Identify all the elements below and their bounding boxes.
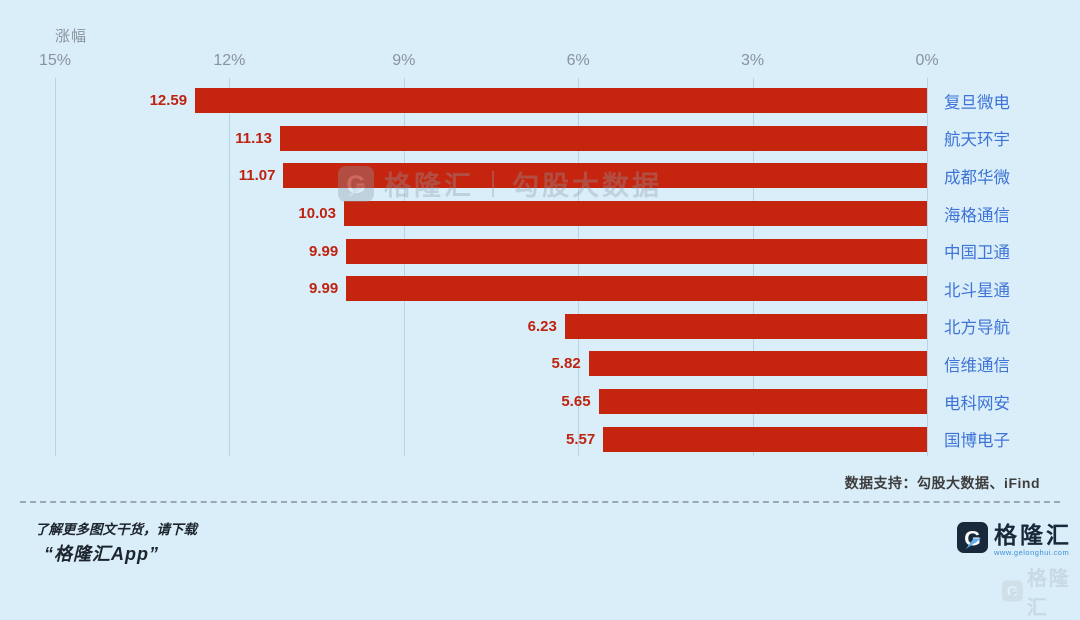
bar — [564, 313, 927, 339]
bar-row: 11.07 成都华微 — [55, 157, 1065, 195]
category-label: 北斗星通 — [944, 281, 1010, 300]
category-label: 成都华微 — [944, 168, 1010, 187]
logo-brand-text: 格隆汇 — [994, 522, 1072, 548]
bar — [346, 276, 927, 302]
bar-row: 5.82 信维通信 — [55, 345, 1065, 383]
axis-title: 涨幅 — [55, 28, 88, 45]
category-label: 海格通信 — [944, 206, 1010, 225]
bar-plot-area: 9.99 — [55, 238, 927, 264]
bar — [346, 238, 927, 264]
gridline — [927, 78, 928, 456]
category-label: 北方导航 — [944, 319, 1010, 338]
bar-rows: 12.59 复旦微电 11.13 航天环宇 11.07 成都华微 10.03 海格通信 9.99… — [55, 82, 1065, 458]
bar-value-label: 11.07 — [238, 167, 276, 185]
gelonghui-g-icon: G — [957, 522, 988, 553]
bar — [588, 351, 927, 377]
bar-row: 6.23 北方导航 — [55, 308, 1065, 346]
bar-plot-area: 6.23 — [55, 313, 927, 339]
bar — [283, 163, 927, 189]
bar-plot-area: 5.82 — [55, 351, 927, 377]
x-axis-tick-label: 6% — [566, 52, 590, 69]
bar-row: 11.13 航天环宇 — [55, 120, 1065, 158]
bar-row: 12.59 复旦微电 — [55, 82, 1065, 120]
bar-value-label: 5.57 — [566, 430, 596, 448]
logo-url-text: www.gelonghui.com — [994, 548, 1070, 557]
x-axis-tick-label: 3% — [741, 52, 765, 69]
bar-row: 10.03 海格通信 — [55, 195, 1065, 233]
category-label: 国博电子 — [944, 432, 1010, 451]
bar-plot-area: 9.99 — [55, 276, 927, 302]
bar-value-label: 9.99 — [309, 280, 339, 298]
x-axis-tick-label: 15% — [38, 52, 72, 69]
category-label: 复旦微电 — [944, 93, 1010, 112]
bar-plot-area: 11.13 — [55, 125, 927, 151]
bar — [279, 125, 927, 151]
category-label: 航天环宇 — [944, 131, 1010, 150]
ghost-brand-text: 格隆汇 — [1026, 568, 1071, 619]
bar-value-label: 6.23 — [527, 317, 557, 335]
dashed-separator — [20, 501, 1060, 503]
bar-plot-area: 5.57 — [55, 426, 927, 452]
bar-value-label: 11.13 — [235, 129, 272, 147]
gridline — [229, 78, 231, 456]
bar-row: 9.99 中国卫通 — [55, 232, 1065, 270]
bar — [603, 426, 927, 452]
bar-value-label: 10.03 — [298, 205, 336, 223]
gelonghui-g-ghost-icon: G — [1002, 580, 1023, 602]
bar-row: 5.57 国博电子 — [55, 420, 1065, 458]
category-label: 中国卫通 — [944, 244, 1010, 263]
bar-plot-area: 5.65 — [55, 389, 927, 415]
x-axis-ticks: 15% 12% 9% 6% 3% 0% — [39, 52, 939, 72]
bar-row: 5.65 电科网安 — [55, 383, 1065, 421]
bar — [195, 88, 927, 114]
footer-promo-line2: “格隆汇App” — [44, 544, 159, 564]
bar-value-label: 9.99 — [309, 242, 339, 260]
gridline — [578, 78, 580, 456]
bar-value-label: 12.59 — [149, 92, 188, 110]
gelonghui-logo: G 格隆汇 www.gelonghui.com — [957, 522, 1072, 557]
category-label: 信维通信 — [944, 356, 1010, 375]
x-axis-tick-label: 9% — [392, 52, 416, 69]
x-axis-tick-label: 0% — [915, 52, 939, 69]
bar-row: 9.99 北斗星通 — [55, 270, 1065, 308]
gelonghui-ghost-logo: G 格隆汇 — [1002, 562, 1080, 620]
footer-promo-line1: 了解更多图文干货，请下载 — [35, 522, 197, 537]
bar-plot-area: 12.59 — [55, 88, 927, 114]
bar — [598, 389, 927, 415]
x-axis-tick-label: 12% — [213, 52, 246, 69]
gridline — [55, 78, 56, 456]
svg-text:G: G — [964, 526, 981, 550]
bar-value-label: 5.82 — [551, 355, 581, 373]
gridline — [752, 78, 754, 456]
bar-plot-area: 10.03 — [55, 201, 927, 227]
gridlines — [55, 78, 928, 456]
bar-value-label: 5.65 — [561, 393, 591, 411]
data-support-note: 数据支持：勾股大数据、iFind — [844, 475, 1040, 491]
gridline — [403, 78, 405, 456]
bar-plot-area: 11.07 — [55, 163, 927, 189]
bar — [343, 201, 927, 227]
category-label: 电科网安 — [944, 394, 1010, 413]
